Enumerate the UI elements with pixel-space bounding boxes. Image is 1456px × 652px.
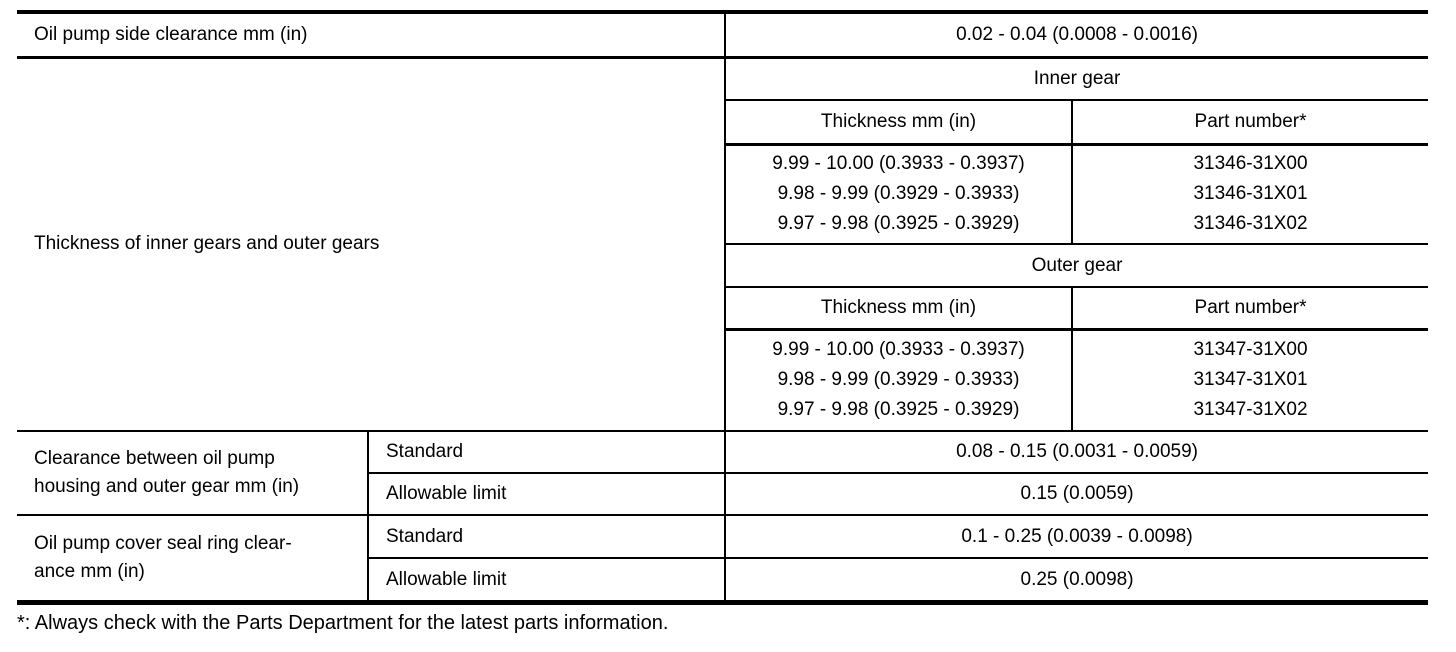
housing-clearance-allowable-value: 0.15 (0.0059)	[724, 473, 1429, 516]
gear-thickness-label: Thickness of inner gears and outer gears	[17, 57, 726, 432]
seal-ring-allowable-label: Allowable limit	[366, 558, 726, 600]
inner-gear-part-numbers: 31346-31X00 31346-31X01 31346-31X02	[1071, 144, 1429, 245]
inner-gear-part-1: 31346-31X00	[1193, 153, 1308, 175]
oil-pump-specifications-table: Oil pump side clearance mm (in) 0.02 - 0…	[17, 10, 1429, 605]
outer-gear-part-2: 31347-31X01	[1193, 369, 1308, 391]
side-clearance-value: 0.02 - 0.04 (0.0008 - 0.0016)	[724, 14, 1429, 59]
seal-ring-allowable-value: 0.25 (0.0098)	[724, 558, 1429, 600]
outer-gear-part-column-header: Part number*	[1071, 287, 1429, 331]
seal-ring-clearance-label: Oil pump cover seal ring clear- ance mm …	[34, 533, 292, 582]
seal-ring-standard-label: Standard	[366, 515, 726, 559]
housing-clearance-allowable-label: Allowable limit	[366, 473, 726, 516]
outer-gear-part-numbers: 31347-31X00 31347-31X01 31347-31X02	[1071, 329, 1429, 432]
outer-gear-part-3: 31347-31X02	[1193, 399, 1308, 421]
inner-gear-thickness-2: 9.98 - 9.99 (0.3929 - 0.3933)	[777, 183, 1020, 205]
inner-gear-thickness-3: 9.97 - 9.98 (0.3925 - 0.3929)	[777, 213, 1020, 235]
inner-gear-header: Inner gear	[724, 57, 1429, 101]
outer-gear-thickness-1: 9.99 - 10.00 (0.3933 - 0.3937)	[772, 339, 1025, 361]
outer-gear-thickness-3: 9.97 - 9.98 (0.3925 - 0.3929)	[777, 399, 1020, 421]
outer-gear-part-1: 31347-31X00	[1193, 339, 1308, 361]
parts-department-footnote: *: Always check with the Parts Departmen…	[17, 612, 669, 634]
inner-gear-part-2: 31346-31X01	[1193, 183, 1308, 205]
outer-gear-thickness-column-header: Thickness mm (in)	[724, 287, 1073, 331]
inner-gear-thickness-1: 9.99 - 10.00 (0.3933 - 0.3937)	[772, 153, 1025, 175]
housing-clearance-standard-label: Standard	[366, 431, 726, 474]
inner-gear-thickness-column-header: Thickness mm (in)	[724, 100, 1073, 146]
outer-gear-thickness-values: 9.99 - 10.00 (0.3933 - 0.3937) 9.98 - 9.…	[724, 329, 1073, 432]
outer-gear-header: Outer gear	[724, 244, 1429, 288]
housing-clearance-standard-value: 0.08 - 0.15 (0.0031 - 0.0059)	[724, 431, 1429, 474]
inner-gear-thickness-values: 9.99 - 10.00 (0.3933 - 0.3937) 9.98 - 9.…	[724, 144, 1073, 245]
inner-gear-part-column-header: Part number*	[1071, 100, 1429, 146]
spec-table: Oil pump side clearance mm (in) 0.02 - 0…	[17, 14, 1429, 600]
seal-ring-standard-value: 0.1 - 0.25 (0.0039 - 0.0098)	[724, 515, 1429, 559]
side-clearance-label: Oil pump side clearance mm (in)	[17, 14, 726, 59]
outer-gear-thickness-2: 9.98 - 9.99 (0.3929 - 0.3933)	[777, 369, 1020, 391]
inner-gear-part-3: 31346-31X02	[1193, 213, 1308, 235]
housing-clearance-label: Clearance between oil pump housing and o…	[17, 431, 368, 516]
